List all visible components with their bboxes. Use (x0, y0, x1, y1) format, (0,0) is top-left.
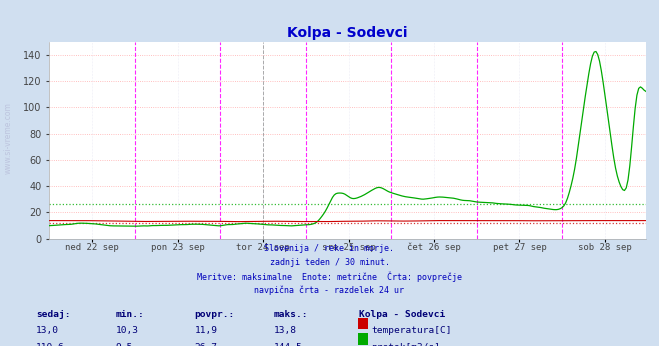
Text: 10,3: 10,3 (115, 326, 138, 335)
Text: povpr.:: povpr.: (194, 310, 235, 319)
Text: Meritve: maksimalne  Enote: metrične  Črta: povprečje: Meritve: maksimalne Enote: metrične Črta… (197, 272, 462, 282)
Text: 144,5: 144,5 (273, 343, 302, 346)
Text: 11,9: 11,9 (194, 326, 217, 335)
Text: pretok[m3/s]: pretok[m3/s] (371, 343, 440, 346)
Text: 13,8: 13,8 (273, 326, 297, 335)
Text: zadnji teden / 30 minut.: zadnji teden / 30 minut. (270, 258, 389, 267)
Text: maks.:: maks.: (273, 310, 308, 319)
Text: min.:: min.: (115, 310, 144, 319)
Text: navpična črta - razdelek 24 ur: navpična črta - razdelek 24 ur (254, 285, 405, 295)
Text: 26,7: 26,7 (194, 343, 217, 346)
Title: Kolpa - Sodevci: Kolpa - Sodevci (287, 26, 408, 40)
Text: 13,0: 13,0 (36, 326, 59, 335)
Text: 110,6: 110,6 (36, 343, 65, 346)
Text: Slovenija / reke in morje.: Slovenija / reke in morje. (264, 244, 395, 253)
Text: temperatura[C]: temperatura[C] (371, 326, 451, 335)
Text: www.si-vreme.com: www.si-vreme.com (3, 102, 13, 174)
Text: Kolpa - Sodevci: Kolpa - Sodevci (359, 310, 445, 319)
Text: sedaj:: sedaj: (36, 310, 71, 319)
Text: 9,5: 9,5 (115, 343, 132, 346)
